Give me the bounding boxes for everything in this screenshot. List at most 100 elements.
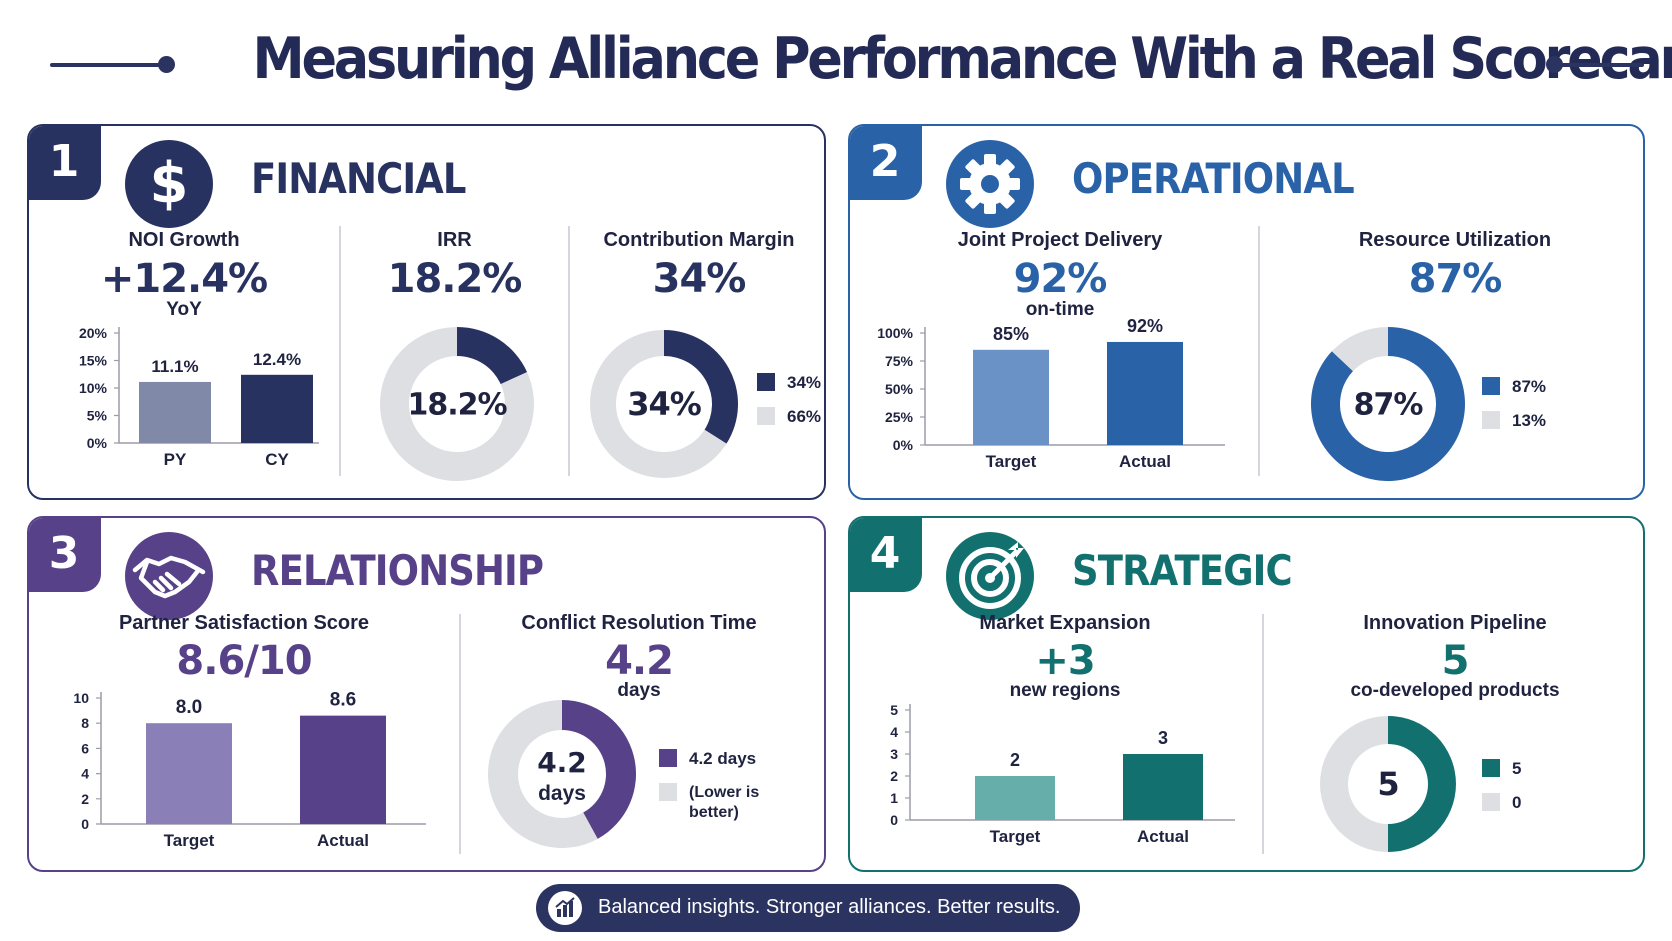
bar-target [973, 349, 1049, 445]
x-tick-label: Actual [317, 831, 369, 850]
donut-slice-1 [562, 700, 636, 839]
donut-slice-2 [590, 330, 727, 478]
divider [339, 226, 341, 476]
metric-value-joint-project-delivery: 92% [1013, 256, 1108, 302]
footer-text: Balanced insights. Stronger alliances. B… [598, 896, 1061, 918]
title-rule-right [1556, 63, 1644, 67]
metric-sub-co-developed: co-developed products [1350, 680, 1560, 701]
donut-slice-2 [380, 327, 534, 481]
page-title: Measuring Alliance Performance With a Re… [252, 26, 1672, 92]
title-dot-left [158, 56, 175, 73]
data-label: 2 [1010, 750, 1020, 770]
y-tick-label: 0% [87, 435, 108, 451]
x-tick-label: PY [164, 450, 187, 469]
bar-actual [1123, 754, 1203, 820]
chart-contribution-margin: 34% 34% 66% [590, 330, 821, 478]
metric-label-market-expansion: Market Expansion [979, 612, 1151, 634]
metric-sub-on-time: on-time [1025, 299, 1095, 320]
divider [568, 226, 570, 476]
metric-value-resource-utilization: 87% [1408, 256, 1503, 302]
panel-heading: RELATIONSHIP [251, 546, 544, 595]
chart-resource-utilization: 87% 87% 13% [1311, 327, 1546, 481]
metric-label-noi-growth: NOI Growth [128, 229, 240, 251]
metric-value-innovation-pipeline: 5 [1441, 638, 1470, 684]
legend-swatch-1 [1482, 377, 1500, 395]
donut-slice-2 [1320, 716, 1388, 852]
legend-swatch-2 [757, 407, 775, 425]
y-tick-label: 0 [890, 812, 898, 828]
legend-label-1: 4.2 days [689, 749, 756, 768]
metric-label-irr: IRR [437, 229, 472, 251]
svg-text:$: $ [150, 151, 189, 216]
legend-swatch-1 [757, 373, 775, 391]
panel-financial: 1 $ FINANCIAL NOI Growth +12.4% YoY 0% 5%… [27, 124, 826, 500]
donut-center-label: 34% [627, 385, 702, 423]
y-tick-label: 0% [893, 437, 914, 453]
donut-slice-1 [664, 330, 738, 444]
title-rule-left [50, 63, 168, 67]
legend-label-2: 0 [1512, 793, 1521, 812]
legend-label-2-cont: better) [689, 804, 739, 821]
legend-swatch-1 [1482, 759, 1500, 777]
chart-market-expansion: 0 1 2 3 4 5 2 Target 3 Actual [890, 702, 1235, 846]
y-tick-label: 4 [81, 766, 89, 782]
bar-py [139, 381, 211, 443]
metric-label-innovation-pipeline: Innovation Pipeline [1363, 612, 1547, 634]
bar-target [146, 723, 232, 824]
y-tick-label: 2 [890, 768, 898, 784]
x-tick-label: Target [164, 831, 215, 850]
metric-value-contribution-margin: 34% [652, 256, 747, 302]
metric-value-conflict-resolution: 4.2 [605, 638, 674, 684]
chart-irr: 18.2% [380, 327, 534, 481]
metric-value-noi-growth: +12.4% [100, 256, 268, 302]
y-tick-label: 50% [885, 381, 914, 397]
panel-number: 4 [850, 518, 922, 592]
donut-slice-1 [1311, 327, 1465, 481]
x-tick-label: Actual [1137, 827, 1189, 846]
bar-target [975, 776, 1055, 820]
donut-slice-1 [457, 327, 528, 385]
bar-actual [300, 715, 386, 824]
panel-heading: STRATEGIC [1072, 546, 1293, 595]
y-tick-label: 2 [81, 791, 89, 807]
legend-swatch-2 [1482, 793, 1500, 811]
y-tick-label: 20% [79, 325, 108, 341]
donut-slice-2 [1331, 327, 1388, 372]
chart-partner-satisfaction: 0 2 4 6 8 10 8.0 Target 8.6 Actual [73, 690, 426, 850]
metric-sub-new-regions: new regions [1009, 680, 1121, 701]
y-tick-label: 0 [81, 816, 89, 832]
legend-swatch-2 [1482, 411, 1500, 429]
data-label: 11.1% [151, 357, 198, 376]
title-dot-right [1546, 56, 1563, 73]
bar-actual [1107, 341, 1183, 445]
donut-center-label: 18.2% [407, 388, 507, 423]
metric-label-contribution-margin: Contribution Margin [603, 229, 795, 251]
panel-number: 2 [850, 126, 922, 200]
metric-label-resource-utilization: Resource Utilization [1358, 229, 1552, 251]
y-tick-label: 15% [79, 353, 108, 369]
data-label: 8.0 [176, 697, 202, 718]
panel-relationship: 3 RELATIONSHIP Partner Satisfaction Scor… [27, 516, 826, 872]
x-tick-label: Target [990, 827, 1041, 846]
panel-heading: FINANCIAL [251, 154, 466, 203]
footer-tagline: Balanced insights. Stronger alliances. B… [536, 884, 1080, 932]
divider [1258, 226, 1260, 476]
x-tick-label: Target [986, 452, 1037, 471]
donut-slice-1 [1388, 716, 1456, 852]
donut-center-label: 87% [1354, 388, 1424, 423]
y-tick-label: 3 [890, 746, 898, 762]
y-tick-label: 75% [885, 353, 914, 369]
y-tick-label: 100% [877, 325, 913, 341]
divider [459, 614, 461, 854]
legend-label-1: 34% [787, 373, 821, 392]
metric-value-irr: 18.2% [387, 256, 523, 302]
dollar-icon: $ [125, 140, 213, 228]
y-tick-label: 5 [890, 702, 898, 718]
legend-label-2: 66% [787, 407, 821, 426]
chart-growth-icon [548, 891, 582, 925]
y-tick-label: 10% [79, 380, 108, 396]
panel-strategic: 4 STRATEGIC Market Expansion +3 new regi… [848, 516, 1645, 872]
chart-conflict-resolution: 4.2 days 4.2 days (Lower is better) [488, 700, 759, 848]
bar-cy [241, 374, 313, 443]
data-label: 12.4% [253, 350, 301, 369]
